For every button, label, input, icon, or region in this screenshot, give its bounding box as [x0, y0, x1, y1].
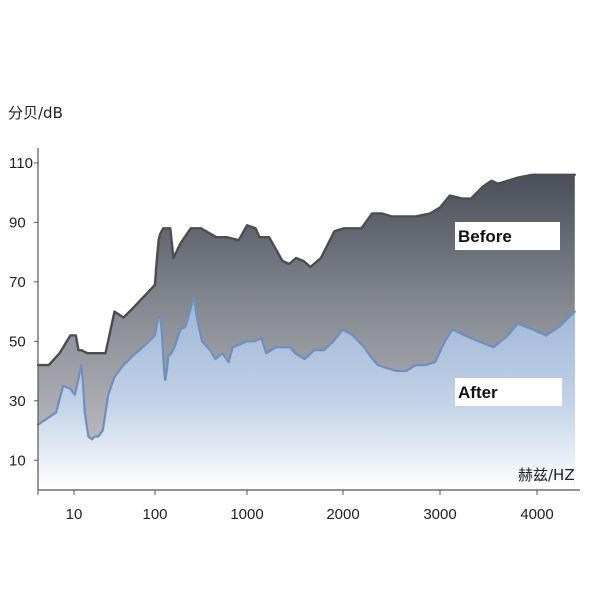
- x-axis-title: 赫兹/HZ: [518, 466, 575, 484]
- axis-layer: [37, 148, 580, 491]
- series-layer: [36, 173, 576, 491]
- y-tick-label: 70: [9, 274, 26, 291]
- label-layer: 分贝/dB 赫兹/HZ: [8, 104, 575, 484]
- x-tick-label: 3000: [423, 506, 456, 523]
- legend-layer: Before After: [455, 222, 562, 406]
- x-tick-label: 100: [142, 506, 167, 523]
- x-tick-label: 10: [66, 506, 83, 523]
- series-label-box-before: [455, 222, 560, 250]
- y-tick-label: 30: [9, 393, 26, 410]
- series-label-before: Before: [458, 227, 512, 246]
- series-line-before: [36, 173, 576, 367]
- series-area-after: [38, 296, 575, 490]
- y-tick-label: 10: [9, 452, 26, 469]
- y-tick-label: 110: [9, 155, 33, 172]
- y-tick-label: 50: [9, 333, 26, 350]
- series-label-after: After: [458, 383, 498, 402]
- x-tick-label: 4000: [520, 506, 553, 523]
- series-line-after: [36, 295, 576, 441]
- y-axis-title: 分贝/dB: [8, 104, 63, 122]
- y-tick-label: 90: [9, 214, 26, 231]
- x-tick-label: 1000: [230, 506, 263, 523]
- tick-layer: 10 30 50 70 90 110 10 100 1000 2000 3000 4000: [9, 155, 554, 523]
- x-tick-label: 2000: [326, 506, 359, 523]
- series-label-box-after: [455, 378, 562, 406]
